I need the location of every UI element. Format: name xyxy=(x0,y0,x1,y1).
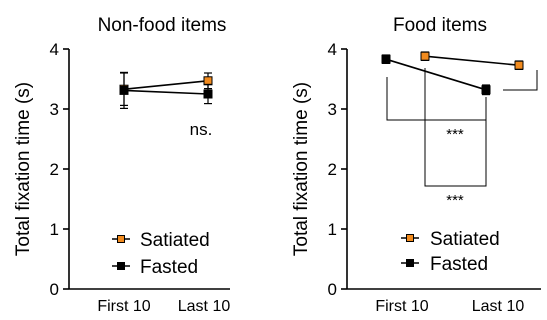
data-point-fasted xyxy=(119,85,129,95)
y-tick-label: 3 xyxy=(50,100,59,119)
y-tick-label: 0 xyxy=(50,280,59,299)
series-line-satiated xyxy=(123,80,209,90)
y-tick-label: 1 xyxy=(50,220,59,239)
legend: Satiated Fasted xyxy=(401,229,500,275)
y-tick-label: 4 xyxy=(50,40,59,59)
y-tick-label: 4 xyxy=(328,40,337,59)
legend-label-fasted: Fasted xyxy=(140,257,198,278)
data-point-satiated xyxy=(514,60,524,70)
chart-title: Food items xyxy=(393,15,487,36)
chart-title: Non-food items xyxy=(98,15,227,36)
y-tick-label: 3 xyxy=(328,100,337,119)
sig-bracket-last xyxy=(424,68,487,187)
data-point-satiated xyxy=(203,76,213,86)
legend: Satiated Fasted xyxy=(112,230,210,278)
legend-label-fasted: Fasted xyxy=(430,254,488,275)
y-axis-label: Total fixation time (s) xyxy=(291,82,312,256)
legend-marker-fasted xyxy=(117,262,125,270)
y-tick-label: 2 xyxy=(328,160,337,179)
sig-stars-right: * xyxy=(544,77,547,82)
series-line-satiated xyxy=(424,55,520,66)
legend-marker-satiated xyxy=(406,234,414,242)
sig-bracket-first xyxy=(386,77,487,121)
x-tick-label: Last 10 xyxy=(178,298,231,315)
data-point-satiated xyxy=(420,51,430,61)
data-point-fasted xyxy=(381,54,391,64)
panel-food: Food items Total fixation time (s) 0 1 2 3 4… xyxy=(291,15,547,315)
sig-stars-first: *** xyxy=(446,126,464,143)
y-tick-label: 0 xyxy=(328,280,337,299)
data-point-fasted xyxy=(203,89,213,99)
legend-label-satiated: Satiated xyxy=(140,230,210,251)
x-tick-label: First 10 xyxy=(375,298,428,315)
sig-bracket-right xyxy=(503,70,538,91)
series-line-fasted xyxy=(385,58,487,91)
legend-marker-satiated xyxy=(117,235,125,243)
x-tick-label: First 10 xyxy=(97,298,150,315)
y-axis-label: Total fixation time (s) xyxy=(13,82,34,256)
legend-label-satiated: Satiated xyxy=(430,229,500,250)
series-line-fasted xyxy=(123,89,209,95)
x-tick-label: Last 10 xyxy=(472,298,525,315)
data-point-fasted xyxy=(481,85,491,95)
sig-stars-mid: *** xyxy=(446,192,464,209)
panel-non-food: Non-food items Total fixation time (s) 0… xyxy=(13,15,230,315)
y-tick-label: 1 xyxy=(328,220,337,239)
legend-marker-fasted xyxy=(406,259,414,267)
y-tick-label: 2 xyxy=(50,160,59,179)
ns-annotation: ns. xyxy=(190,120,213,139)
